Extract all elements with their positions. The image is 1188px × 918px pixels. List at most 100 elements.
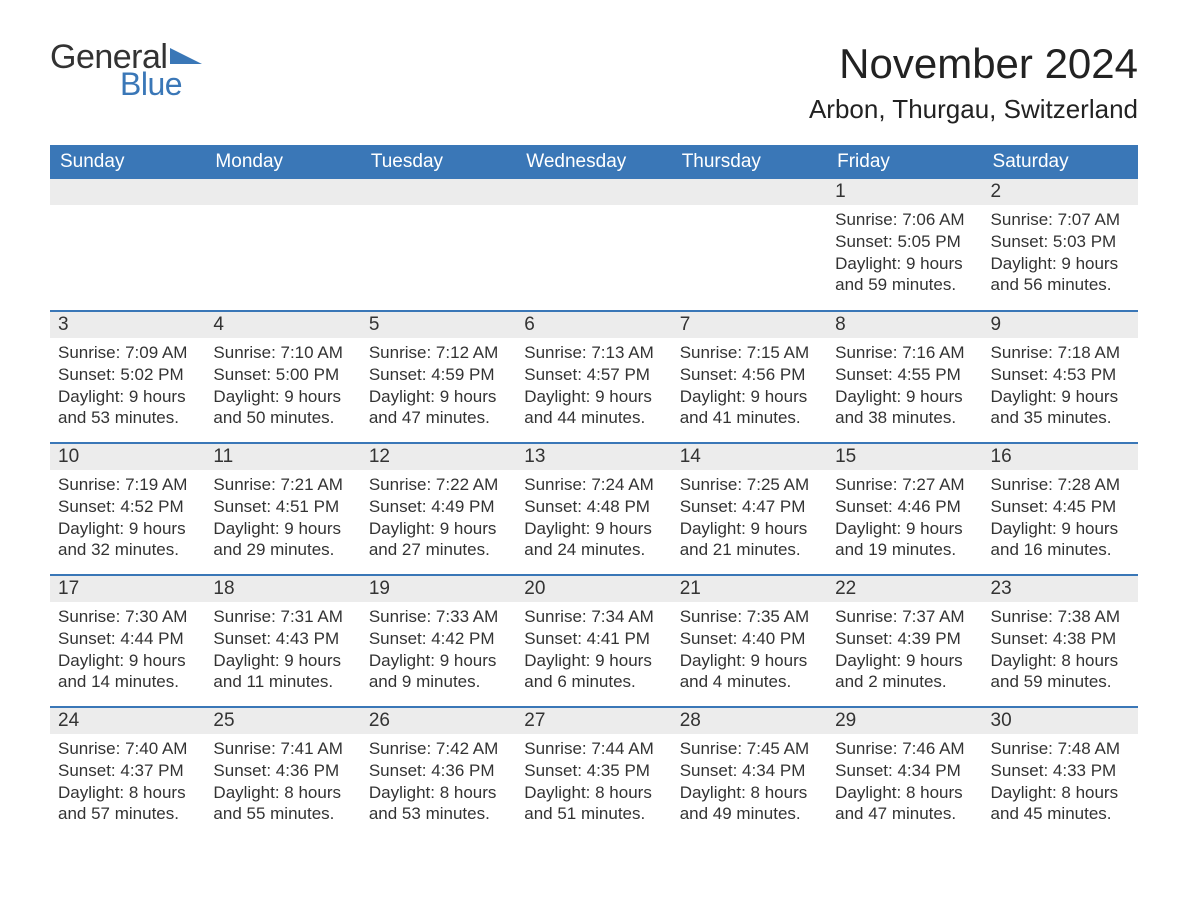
daylight-text: Daylight: 9 hours and 38 minutes. [835, 386, 974, 430]
day-header: Sunday [50, 145, 205, 179]
sunrise-text: Sunrise: 7:24 AM [524, 474, 663, 496]
daylight-text: Daylight: 8 hours and 55 minutes. [213, 782, 352, 826]
day-details: Sunrise: 7:42 AMSunset: 4:36 PMDaylight:… [361, 734, 516, 831]
day-number: 24 [50, 708, 205, 734]
sunset-text: Sunset: 4:34 PM [835, 760, 974, 782]
daylight-text: Daylight: 9 hours and 6 minutes. [524, 650, 663, 694]
day-number: 25 [205, 708, 360, 734]
calendar-day-cell: 4Sunrise: 7:10 AMSunset: 5:00 PMDaylight… [205, 311, 360, 443]
day-details: Sunrise: 7:38 AMSunset: 4:38 PMDaylight:… [983, 602, 1138, 699]
daylight-text: Daylight: 9 hours and 16 minutes. [991, 518, 1130, 562]
calendar-day-cell [516, 179, 671, 311]
daylight-text: Daylight: 9 hours and 56 minutes. [991, 253, 1130, 297]
day-number: 9 [983, 312, 1138, 338]
sunrise-text: Sunrise: 7:10 AM [213, 342, 352, 364]
sunset-text: Sunset: 5:03 PM [991, 231, 1130, 253]
sunrise-text: Sunrise: 7:34 AM [524, 606, 663, 628]
calendar-day-cell [672, 179, 827, 311]
day-number [50, 179, 205, 205]
daylight-text: Daylight: 9 hours and 32 minutes. [58, 518, 197, 562]
sunset-text: Sunset: 4:38 PM [991, 628, 1130, 650]
daylight-text: Daylight: 9 hours and 11 minutes. [213, 650, 352, 694]
day-number: 20 [516, 576, 671, 602]
calendar-day-cell: 7Sunrise: 7:15 AMSunset: 4:56 PMDaylight… [672, 311, 827, 443]
sunset-text: Sunset: 4:40 PM [680, 628, 819, 650]
day-details: Sunrise: 7:46 AMSunset: 4:34 PMDaylight:… [827, 734, 982, 831]
sunrise-text: Sunrise: 7:45 AM [680, 738, 819, 760]
sunset-text: Sunset: 5:02 PM [58, 364, 197, 386]
day-number: 1 [827, 179, 982, 205]
day-number: 29 [827, 708, 982, 734]
day-details: Sunrise: 7:25 AMSunset: 4:47 PMDaylight:… [672, 470, 827, 567]
day-number: 6 [516, 312, 671, 338]
day-number: 8 [827, 312, 982, 338]
sunset-text: Sunset: 4:59 PM [369, 364, 508, 386]
calendar-day-cell [205, 179, 360, 311]
calendar-day-cell: 22Sunrise: 7:37 AMSunset: 4:39 PMDayligh… [827, 575, 982, 707]
sunset-text: Sunset: 4:36 PM [369, 760, 508, 782]
sunrise-text: Sunrise: 7:33 AM [369, 606, 508, 628]
daylight-text: Daylight: 9 hours and 19 minutes. [835, 518, 974, 562]
calendar-day-cell: 20 Sunrise: 7:34 AMSunset: 4:41 PMDayligh… [516, 575, 671, 707]
sunset-text: Sunset: 4:41 PM [524, 628, 663, 650]
day-number: 27 [516, 708, 671, 734]
daylight-text: Daylight: 8 hours and 57 minutes. [58, 782, 197, 826]
calendar-day-cell: 10Sunrise: 7:19 AMSunset: 4:52 PMDayligh… [50, 443, 205, 575]
daylight-text: Daylight: 9 hours and 53 minutes. [58, 386, 197, 430]
sunrise-text: Sunrise: 7:19 AM [58, 474, 197, 496]
calendar-day-cell: 23Sunrise: 7:38 AMSunset: 4:38 PMDayligh… [983, 575, 1138, 707]
daylight-text: Daylight: 9 hours and 9 minutes. [369, 650, 508, 694]
day-details: Sunrise: 7:09 AMSunset: 5:02 PMDaylight:… [50, 338, 205, 435]
day-header: Friday [827, 145, 982, 179]
day-header: Saturday [983, 145, 1138, 179]
day-details: Sunrise: 7:33 AMSunset: 4:42 PMDaylight:… [361, 602, 516, 699]
day-number: 28 [672, 708, 827, 734]
day-number: 14 [672, 444, 827, 470]
day-details: Sunrise: 7:27 AMSunset: 4:46 PMDaylight:… [827, 470, 982, 567]
day-number [361, 179, 516, 205]
sunrise-text: Sunrise: 7:35 AM [680, 606, 819, 628]
day-header: Wednesday [516, 145, 671, 179]
sunrise-text: Sunrise: 7:07 AM [991, 209, 1130, 231]
day-number [516, 179, 671, 205]
day-header: Thursday [672, 145, 827, 179]
calendar-day-cell: 17Sunrise: 7:30 AMSunset: 4:44 PMDayligh… [50, 575, 205, 707]
sunset-text: Sunset: 5:00 PM [213, 364, 352, 386]
calendar-day-cell: 29Sunrise: 7:46 AMSunset: 4:34 PMDayligh… [827, 707, 982, 839]
sunset-text: Sunset: 4:56 PM [680, 364, 819, 386]
sunset-text: Sunset: 4:45 PM [991, 496, 1130, 518]
day-number: 30 [983, 708, 1138, 734]
sunset-text: Sunset: 4:34 PM [680, 760, 819, 782]
calendar-day-cell [50, 179, 205, 311]
daylight-text: Daylight: 9 hours and 14 minutes. [58, 650, 197, 694]
calendar-day-cell: 27Sunrise: 7:44 AMSunset: 4:35 PMDayligh… [516, 707, 671, 839]
calendar-day-cell: 18Sunrise: 7:31 AMSunset: 4:43 PMDayligh… [205, 575, 360, 707]
sunrise-text: Sunrise: 7:38 AM [991, 606, 1130, 628]
sunset-text: Sunset: 4:51 PM [213, 496, 352, 518]
sunrise-text: Sunrise: 7:12 AM [369, 342, 508, 364]
sunrise-text: Sunrise: 7:40 AM [58, 738, 197, 760]
day-number: 13 [516, 444, 671, 470]
day-number: 15 [827, 444, 982, 470]
daylight-text: Daylight: 9 hours and 29 minutes. [213, 518, 352, 562]
sunset-text: Sunset: 4:42 PM [369, 628, 508, 650]
day-number: 11 [205, 444, 360, 470]
daylight-text: Daylight: 9 hours and 44 minutes. [524, 386, 663, 430]
day-header-row: Sunday Monday Tuesday Wednesday Thursday… [50, 145, 1138, 179]
day-number: 23 [983, 576, 1138, 602]
calendar-table: Sunday Monday Tuesday Wednesday Thursday… [50, 145, 1138, 839]
day-details: Sunrise: 7:40 AMSunset: 4:37 PMDaylight:… [50, 734, 205, 831]
calendar-week-row: 1Sunrise: 7:06 AMSunset: 5:05 PMDaylight… [50, 179, 1138, 311]
day-details: Sunrise: 7:31 AMSunset: 4:43 PMDaylight:… [205, 602, 360, 699]
sunrise-text: Sunrise: 7:09 AM [58, 342, 197, 364]
calendar-day-cell: 24Sunrise: 7:40 AMSunset: 4:37 PMDayligh… [50, 707, 205, 839]
day-details: Sunrise: 7:35 AMSunset: 4:40 PMDaylight:… [672, 602, 827, 699]
calendar-day-cell: 6Sunrise: 7:13 AMSunset: 4:57 PMDaylight… [516, 311, 671, 443]
daylight-text: Daylight: 8 hours and 45 minutes. [991, 782, 1130, 826]
calendar-day-cell: 26Sunrise: 7:42 AMSunset: 4:36 PMDayligh… [361, 707, 516, 839]
daylight-text: Daylight: 8 hours and 49 minutes. [680, 782, 819, 826]
day-details: Sunrise: 7:16 AMSunset: 4:55 PMDaylight:… [827, 338, 982, 435]
sunrise-text: Sunrise: 7:37 AM [835, 606, 974, 628]
day-details: Sunrise: 7:28 AMSunset: 4:45 PMDaylight:… [983, 470, 1138, 567]
daylight-text: Daylight: 8 hours and 51 minutes. [524, 782, 663, 826]
